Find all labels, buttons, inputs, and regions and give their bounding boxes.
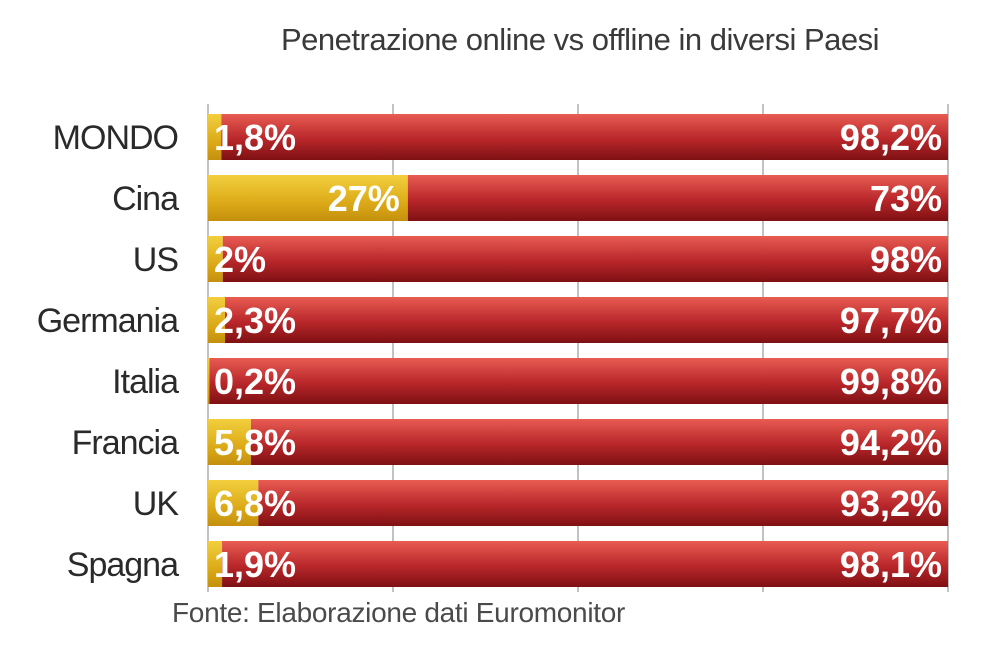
value-label-online: 0,2% xyxy=(214,361,296,402)
category-label: Italia xyxy=(112,363,179,401)
bar-online xyxy=(208,541,223,587)
bar-online xyxy=(208,297,226,343)
value-label-online: 2% xyxy=(214,239,266,280)
bar-offline xyxy=(222,541,948,587)
bar-online xyxy=(208,358,210,404)
value-label-offline: 93,2% xyxy=(840,483,942,524)
bar-online xyxy=(208,236,223,282)
chart-title: Penetrazione online vs offline in divers… xyxy=(280,22,880,57)
category-label: UK xyxy=(133,485,180,523)
bar-online xyxy=(208,419,251,465)
labels: MONDO 1,8% 98,2% Cina 27% 73% US 2% 98% Germania 2… xyxy=(37,117,942,585)
value-label-online: 1,8% xyxy=(214,117,296,158)
value-label-offline: 99,8% xyxy=(840,361,942,402)
value-label-online: 5,8% xyxy=(214,422,296,463)
bar-offline xyxy=(258,480,948,526)
value-label-offline: 98% xyxy=(870,239,942,280)
value-label-offline: 98,2% xyxy=(840,117,942,158)
bar-online xyxy=(208,114,222,160)
bar-offline xyxy=(222,236,949,282)
value-label-online: 2,3% xyxy=(214,300,296,341)
bar-online xyxy=(208,175,408,221)
bar-offline xyxy=(221,114,948,160)
bar-offline xyxy=(209,358,949,404)
bar-offline xyxy=(225,297,948,343)
category-label: US xyxy=(133,241,179,279)
bar-offline xyxy=(250,419,949,465)
source-note: Fonte: Elaborazione dati Euromonitor xyxy=(172,597,626,628)
category-label: Germania xyxy=(37,302,179,340)
category-label: MONDO xyxy=(53,119,178,157)
value-label-online: 6,8% xyxy=(214,483,296,524)
category-label: Spagna xyxy=(67,546,179,584)
bars xyxy=(208,114,949,587)
value-label-offline: 98,1% xyxy=(840,544,942,585)
value-label-offline: 73% xyxy=(870,178,942,219)
category-label: Francia xyxy=(72,424,179,462)
value-label-online: 1,9% xyxy=(214,544,296,585)
bar-online xyxy=(208,480,259,526)
category-label: Cina xyxy=(112,180,179,218)
value-label-offline: 97,7% xyxy=(840,300,942,341)
bar-offline xyxy=(407,175,948,221)
value-label-online: 27% xyxy=(328,178,400,219)
value-label-offline: 94,2% xyxy=(840,422,942,463)
